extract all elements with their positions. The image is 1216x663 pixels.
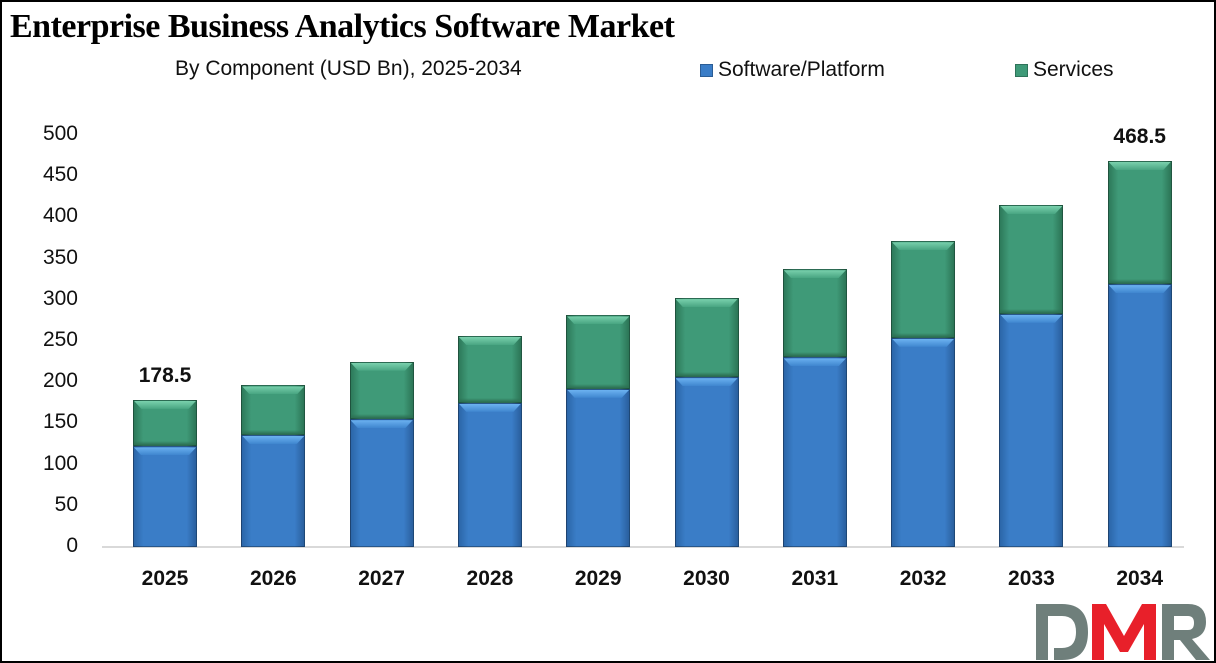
y-tick-label: 300: [42, 286, 78, 310]
x-tick-label: 2031: [791, 567, 839, 590]
x-tick-label: 2028: [466, 567, 514, 590]
y-tick-label: 200: [42, 369, 78, 393]
legend-swatch-software-icon: [700, 63, 713, 77]
chart-subtitle: By Component (USD Bn), 2025-2034: [175, 57, 522, 80]
chart-title: Enterprise Business Analytics Software M…: [10, 8, 675, 45]
x-tick-label: 2030: [683, 567, 730, 590]
y-tick-label: 250: [42, 328, 78, 351]
bar-2030: [674, 298, 739, 547]
bar-segment-services: [674, 298, 739, 378]
bar-segment-services: [1107, 160, 1172, 285]
bar-2031: [782, 269, 847, 547]
dmr-logo-icon: [1036, 604, 1210, 660]
data-label-2034: 468.5: [1113, 124, 1166, 148]
bar-segment-software-platform: [457, 402, 522, 547]
x-tick-label: 2025: [141, 567, 189, 590]
bar-2026: [241, 385, 306, 547]
bar-segment-services: [891, 241, 956, 338]
y-tick-label: 450: [42, 163, 78, 187]
bar-segment-software-platform: [349, 419, 414, 547]
y-tick-label: 350: [42, 245, 78, 269]
bar-2032: [891, 241, 956, 547]
bar-segment-services: [241, 385, 306, 435]
x-tick-label: 2033: [1008, 567, 1055, 590]
bar-segment-software-platform: [566, 388, 631, 547]
x-tick-label: 2032: [899, 567, 947, 590]
bar-segment-services: [133, 399, 197, 447]
y-tick-label: 150: [42, 410, 78, 434]
legend-label: Services: [1033, 58, 1114, 81]
bar-segment-software-platform: [1107, 284, 1172, 547]
x-axis-line: [102, 546, 1184, 548]
bar-2029: [566, 315, 631, 547]
bar-2028: [457, 336, 522, 547]
bar-segment-software-platform: [999, 313, 1064, 547]
x-tick-label: 2026: [249, 567, 297, 590]
bar-segment-services: [999, 205, 1064, 314]
bar-2025: [133, 399, 197, 547]
bar-segment-software-platform: [782, 357, 847, 547]
legend: Software/Platform Services: [2, 58, 1214, 84]
legend-swatch-services-icon: [1015, 63, 1028, 77]
y-tick-label: 0: [66, 534, 78, 557]
bar-2027: [349, 361, 414, 547]
bar-segment-software-platform: [241, 434, 306, 547]
bar-segment-services: [349, 361, 414, 420]
y-tick-label: 50: [54, 492, 78, 516]
y-tick-label: 400: [42, 204, 78, 228]
bar-segment-software-platform: [674, 377, 739, 547]
bar-segment-services: [782, 269, 847, 358]
legend-label: Software/Platform: [718, 58, 885, 81]
data-label-2025: 178.5: [138, 363, 192, 387]
x-tick-label: 2027: [358, 567, 405, 590]
bar-2033: [999, 205, 1064, 547]
bar-2034: [1107, 160, 1172, 547]
x-tick-label: 2034: [1116, 567, 1164, 590]
bar-segment-services: [457, 336, 522, 403]
legend-item-software-platform: Software/Platform: [700, 58, 885, 82]
x-tick-label: 2029: [574, 567, 622, 590]
bar-segment-services: [566, 315, 631, 389]
bar-segment-software-platform: [133, 446, 197, 547]
y-tick-label: 100: [42, 451, 78, 475]
y-tick-label: 500: [42, 122, 78, 145]
bar-segment-software-platform: [891, 337, 956, 547]
legend-item-services: Services: [1015, 58, 1114, 82]
